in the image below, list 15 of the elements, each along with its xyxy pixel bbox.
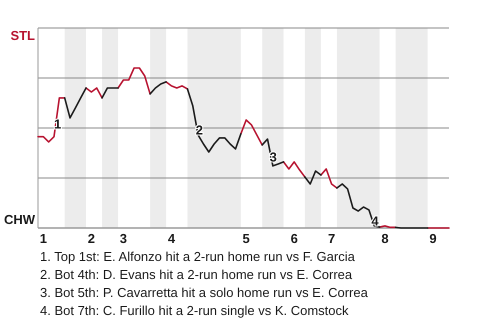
x-tick-label: 4 [168, 231, 176, 246]
x-tick-label: 6 [290, 231, 298, 246]
x-tick-label: 3 [120, 231, 128, 246]
x-tick-label: 7 [328, 231, 336, 246]
text: CHW [4, 212, 36, 227]
x-tick-label: 5 [242, 231, 250, 246]
x-tick-label: 2 [88, 231, 95, 246]
text: 1. Top 1st: E. Alfonzo hit a 2-run home run vs F. Garcia [40, 249, 356, 264]
text: 4. Bot 7th: C. Furillo hit a 2-run single vs K. Comstock [40, 303, 350, 318]
text: 3. Bot 5th: P. Cavarretta hit a solo home run vs E. Correa [40, 285, 369, 300]
text: STL [10, 28, 36, 43]
x-tick-label: 8 [381, 231, 389, 246]
x-tick-label: 1 [40, 231, 47, 246]
x-tick-label: 9 [429, 231, 437, 246]
text: 2. Bot 4th: D. Evans hit a 2-run home run vs E. Correa [40, 267, 353, 282]
